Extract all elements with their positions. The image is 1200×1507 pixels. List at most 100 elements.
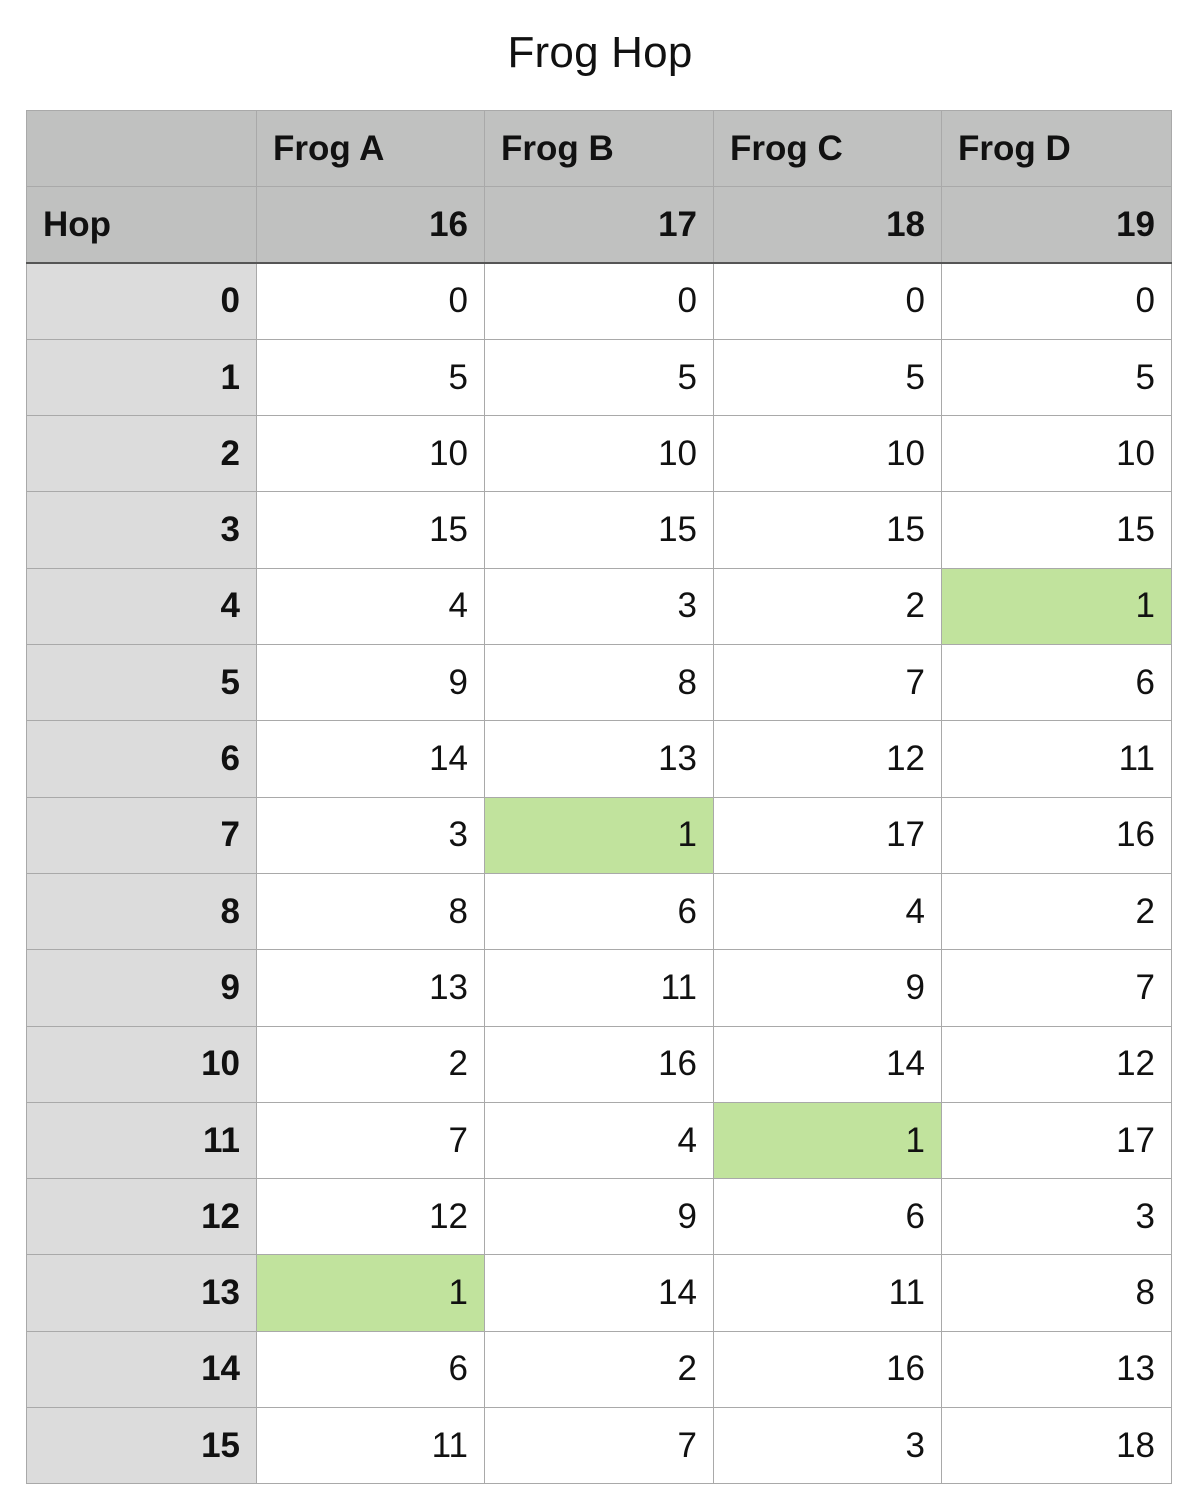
table-cell[interactable]: 13 xyxy=(484,720,714,798)
row-header-hop[interactable]: 6 xyxy=(26,720,257,798)
table-cell[interactable]: 13 xyxy=(941,1330,1172,1409)
highlighted-cell[interactable]: 1 xyxy=(941,567,1172,646)
table-cell[interactable]: 17 xyxy=(713,796,942,874)
table-cell[interactable]: 15 xyxy=(713,491,942,569)
table-cell[interactable]: 0 xyxy=(713,262,942,340)
table-cell[interactable]: 11 xyxy=(484,949,714,1027)
highlighted-cell[interactable]: 1 xyxy=(484,796,714,874)
table-cell[interactable]: 4 xyxy=(256,567,485,646)
highlighted-cell[interactable]: 1 xyxy=(713,1101,942,1180)
table-cell[interactable]: 12 xyxy=(713,720,942,798)
row-header-hop[interactable]: 7 xyxy=(26,796,257,874)
row-header-hop[interactable]: 2 xyxy=(26,415,257,493)
table-cell[interactable]: 14 xyxy=(256,720,485,798)
table-cell[interactable]: 11 xyxy=(713,1254,942,1332)
table-cell[interactable]: 4 xyxy=(484,1101,714,1180)
column-header-frog-b[interactable]: Frog B xyxy=(484,109,714,188)
table-cell[interactable]: 8 xyxy=(941,1254,1172,1332)
row-header-hop[interactable]: 12 xyxy=(26,1178,257,1256)
table-row: 13 1 14 11 8 xyxy=(26,1254,1172,1332)
row-header-hop[interactable]: 11 xyxy=(26,1101,257,1180)
table-cell[interactable]: 14 xyxy=(713,1025,942,1103)
table-cell[interactable]: 11 xyxy=(941,720,1172,798)
table-cell[interactable]: 2 xyxy=(256,1025,485,1103)
column-header-frog-d[interactable]: Frog D xyxy=(941,109,1172,188)
table-cell[interactable]: 10 xyxy=(713,415,942,493)
table-cell[interactable]: 16 xyxy=(941,796,1172,874)
corner-cell xyxy=(26,109,257,188)
modulus-frog-b[interactable]: 17 xyxy=(484,186,714,265)
table-cell[interactable]: 9 xyxy=(713,949,942,1027)
table-cell[interactable]: 7 xyxy=(713,644,942,722)
table-cell[interactable]: 3 xyxy=(484,567,714,646)
table-cell[interactable]: 15 xyxy=(484,491,714,569)
table-cell[interactable]: 6 xyxy=(941,644,1172,722)
table-cell[interactable]: 3 xyxy=(256,796,485,874)
row-header-hop[interactable]: 8 xyxy=(26,872,257,951)
table-cell[interactable]: 5 xyxy=(484,338,714,417)
table-cell[interactable]: 5 xyxy=(713,338,942,417)
hop-label[interactable]: Hop xyxy=(26,186,257,265)
column-header-frog-c[interactable]: Frog C xyxy=(713,109,942,188)
table-cell[interactable]: 8 xyxy=(256,872,485,951)
table-cell[interactable]: 10 xyxy=(484,415,714,493)
table-cell[interactable]: 8 xyxy=(484,644,714,722)
table-cell[interactable]: 5 xyxy=(256,338,485,417)
table-cell[interactable]: 3 xyxy=(941,1178,1172,1256)
table-cell[interactable]: 3 xyxy=(713,1407,942,1485)
table-cell[interactable]: 7 xyxy=(941,949,1172,1027)
table-cell[interactable]: 0 xyxy=(941,262,1172,340)
table-row: 11 7 4 1 17 xyxy=(26,1101,1172,1180)
row-header-hop[interactable]: 15 xyxy=(26,1407,257,1485)
row-header-hop[interactable]: 1 xyxy=(26,338,257,417)
table-cell[interactable]: 18 xyxy=(941,1407,1172,1485)
table-cell[interactable]: 13 xyxy=(256,949,485,1027)
table-cell[interactable]: 17 xyxy=(941,1101,1172,1180)
table-cell[interactable]: 16 xyxy=(713,1330,942,1409)
column-header-frog-a[interactable]: Frog A xyxy=(256,109,485,188)
table-cell[interactable]: 10 xyxy=(256,415,485,493)
table-cell[interactable]: 2 xyxy=(713,567,942,646)
row-header-hop[interactable]: 0 xyxy=(26,262,257,340)
table-cell[interactable]: 15 xyxy=(256,491,485,569)
table-row: 3 15 15 15 15 xyxy=(26,491,1172,569)
modulus-frog-c[interactable]: 18 xyxy=(713,186,942,265)
table-cell[interactable]: 5 xyxy=(941,338,1172,417)
table-header: Frog A Frog B Frog C Frog D Hop 16 17 18… xyxy=(26,109,1172,265)
table-cell[interactable]: 4 xyxy=(713,872,942,951)
row-header-hop[interactable]: 9 xyxy=(26,949,257,1027)
table-cell[interactable]: 10 xyxy=(941,415,1172,493)
table-cell[interactable]: 9 xyxy=(256,644,485,722)
table-cell[interactable]: 12 xyxy=(941,1025,1172,1103)
table-cell[interactable]: 11 xyxy=(256,1407,485,1485)
table-cell[interactable]: 7 xyxy=(484,1407,714,1485)
table-cell[interactable]: 15 xyxy=(941,491,1172,569)
row-header-hop[interactable]: 14 xyxy=(26,1330,257,1409)
table-cell[interactable]: 0 xyxy=(256,262,485,340)
modulus-frog-d[interactable]: 19 xyxy=(941,186,1172,265)
table-cell[interactable]: 7 xyxy=(256,1101,485,1180)
row-header-hop[interactable]: 10 xyxy=(26,1025,257,1103)
table-cell[interactable]: 16 xyxy=(484,1025,714,1103)
table-row: 15 11 7 3 18 xyxy=(26,1407,1172,1485)
table-cell[interactable]: 6 xyxy=(713,1178,942,1256)
row-header-hop[interactable]: 5 xyxy=(26,644,257,722)
table-cell[interactable]: 12 xyxy=(256,1178,485,1256)
table-cell[interactable]: 6 xyxy=(256,1330,485,1409)
table-cell[interactable]: 9 xyxy=(484,1178,714,1256)
table-cell[interactable]: 14 xyxy=(484,1254,714,1332)
table-cell[interactable]: 0 xyxy=(484,262,714,340)
table-cell[interactable]: 2 xyxy=(941,872,1172,951)
row-header-hop[interactable]: 4 xyxy=(26,567,257,646)
modulus-frog-a[interactable]: 16 xyxy=(256,186,485,265)
table-body: 0 0 0 0 0 1 5 5 5 5 2 10 10 10 10 3 15 15 15 15 4 4 3 2 1 5 9 8 7 6 6 1… xyxy=(26,262,1172,1485)
table-cell[interactable]: 6 xyxy=(484,872,714,951)
highlighted-cell[interactable]: 1 xyxy=(256,1254,485,1332)
table-cell[interactable]: 2 xyxy=(484,1330,714,1409)
row-header-hop[interactable]: 13 xyxy=(26,1254,257,1332)
row-header-hop[interactable]: 3 xyxy=(26,491,257,569)
